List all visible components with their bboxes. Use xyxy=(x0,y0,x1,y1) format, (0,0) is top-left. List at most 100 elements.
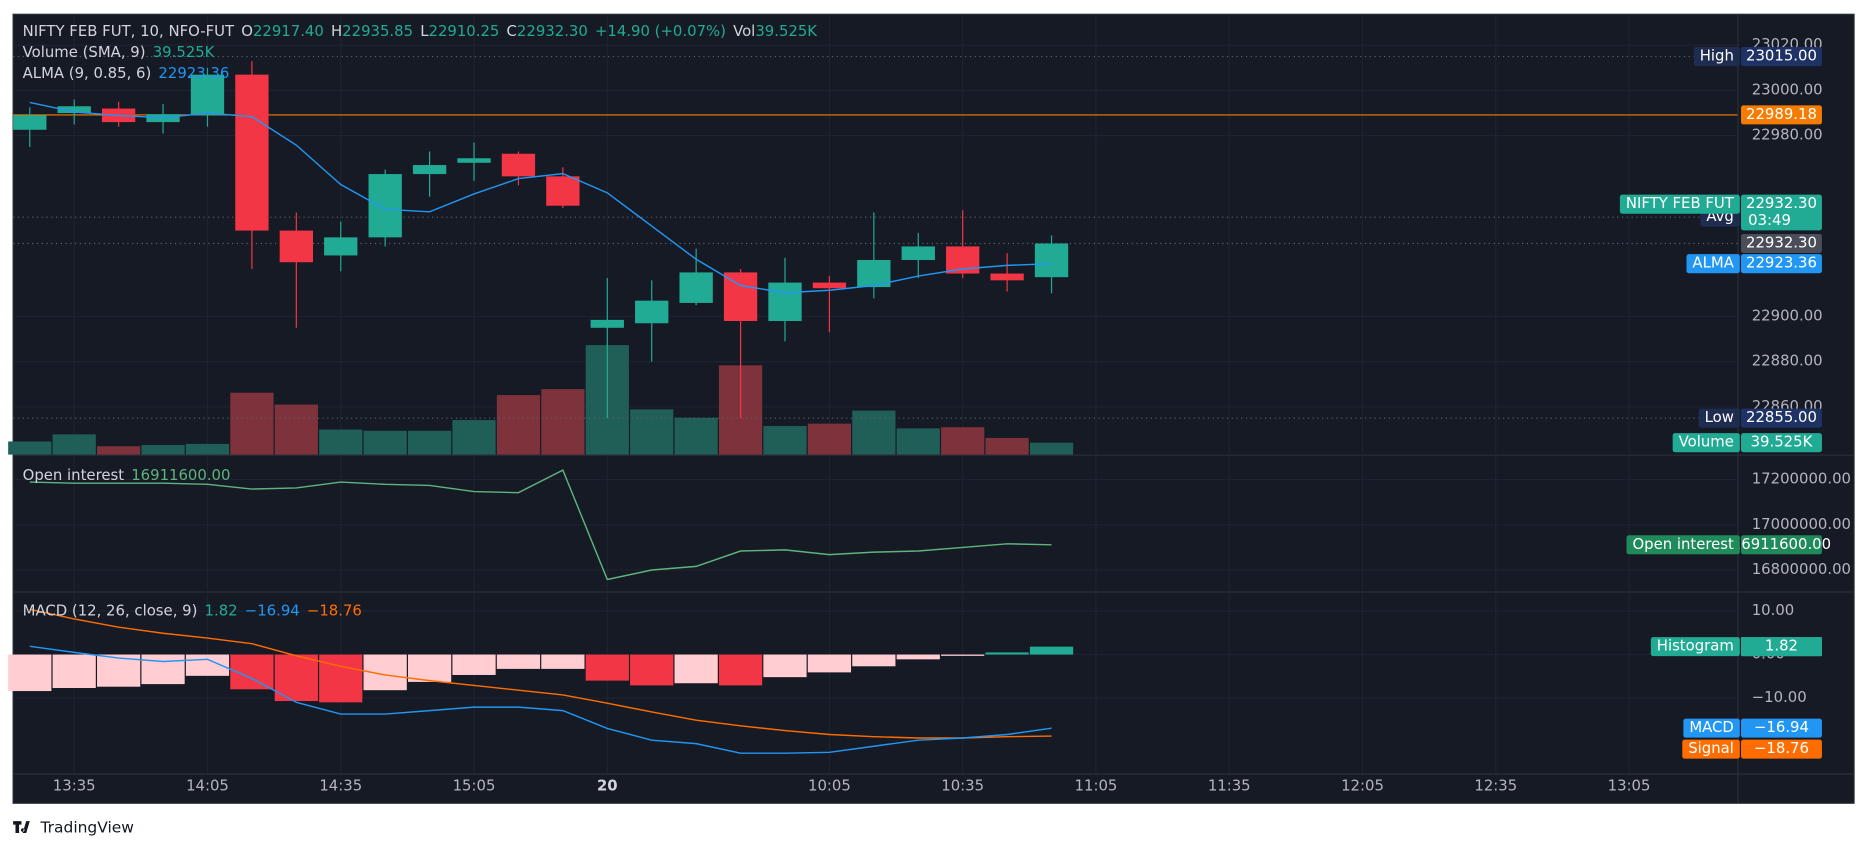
y-tick-label: −10.00 xyxy=(1752,688,1807,706)
histogram-bar xyxy=(807,654,852,673)
axis-label: 1.82 Histogram xyxy=(1650,637,1822,657)
candle-body xyxy=(412,165,447,175)
y-tick-label: 22980.00 xyxy=(1752,126,1823,144)
legend-key: C xyxy=(507,22,517,40)
candle-body xyxy=(768,282,802,322)
histogram-bar xyxy=(985,652,1029,655)
value-text: −16.94 xyxy=(1754,718,1809,736)
axis-label: 22989.18 xyxy=(1741,105,1822,125)
value-text: 22923.36 xyxy=(1746,254,1817,272)
value-text: −18.76 xyxy=(1754,739,1809,757)
value-box xyxy=(1741,105,1822,125)
volume-bar xyxy=(852,410,896,455)
name-text: Histogram xyxy=(1657,637,1734,655)
brand-name: TradingView xyxy=(39,819,133,837)
legend-value: 39.525K xyxy=(755,22,818,40)
candle-body xyxy=(590,319,624,328)
name-box xyxy=(1619,194,1740,214)
candle-body xyxy=(368,174,402,238)
legend-value: 22910.25 xyxy=(429,22,500,40)
legend-value: 22923.36 xyxy=(158,64,229,82)
y-tick-label: 10.00 xyxy=(1752,601,1795,619)
axis-label: 22855.00 Low xyxy=(1698,408,1822,428)
value-box xyxy=(1741,739,1822,759)
x-tick-label: 12:35 xyxy=(1474,777,1517,795)
x-tick-label: 11:35 xyxy=(1208,777,1251,795)
volume-bar xyxy=(496,395,541,455)
candle-body xyxy=(279,230,313,263)
axis-label: 22932.30 xyxy=(1741,233,1822,253)
x-tick-label: 11:05 xyxy=(1075,777,1118,795)
candle-body xyxy=(990,273,1024,281)
axis-label: 23015.00 High xyxy=(1693,47,1822,67)
volume-bar xyxy=(97,446,141,455)
legend-key: H xyxy=(331,22,342,40)
x-tick-label: 10:05 xyxy=(808,777,851,795)
x-tick-label: 13:05 xyxy=(1608,777,1651,795)
countdown-text: 03:49 xyxy=(1748,211,1791,229)
legend-value: 22917.40 xyxy=(253,22,324,40)
histogram-bar xyxy=(852,654,896,667)
volume-bar xyxy=(1029,442,1074,455)
y-tick-label: 22880.00 xyxy=(1752,352,1823,370)
candle-body xyxy=(679,272,713,303)
legend-value: +14.90 (+0.07%) xyxy=(595,22,726,40)
value-box xyxy=(1741,194,1822,231)
legend-row: MACD (12, 26, close, 9) 1.82 −16.94 −18.76 xyxy=(23,602,362,620)
tradingview-logo: TradingView xyxy=(13,819,134,837)
y-tick-label: 17000000.00 xyxy=(1752,515,1851,533)
volume-bar xyxy=(807,423,852,455)
name-text: High xyxy=(1700,47,1734,65)
histogram-bar xyxy=(319,654,363,703)
legend-row: Volume (SMA, 9) 39.525K xyxy=(23,43,216,61)
value-box xyxy=(1741,433,1822,453)
histogram-bar xyxy=(585,654,629,681)
x-tick-label: 12:05 xyxy=(1341,777,1384,795)
volume-bar xyxy=(141,445,185,455)
volume-bar xyxy=(363,430,407,455)
name-text: Low xyxy=(1705,408,1734,426)
value-box xyxy=(1741,254,1822,274)
candle-body xyxy=(812,282,847,289)
candle-body xyxy=(13,115,47,130)
histogram-bar xyxy=(674,654,718,684)
axis-label: 39.525K Volume xyxy=(1672,433,1822,453)
histogram-bar xyxy=(52,654,96,689)
volume-bar xyxy=(630,409,674,455)
value-text: 16911600.00 xyxy=(1732,535,1831,553)
candle-body xyxy=(1034,243,1069,278)
value-text: 22855.00 xyxy=(1746,408,1817,426)
histogram-bar xyxy=(274,654,318,702)
legend-title: Volume (SMA, 9) xyxy=(23,43,146,61)
volume-bar xyxy=(674,417,718,455)
legend-key: O xyxy=(241,22,253,40)
candle-body xyxy=(901,246,935,260)
axis-label: −18.76 Signal xyxy=(1682,739,1822,759)
histogram-bar xyxy=(407,654,452,682)
candle-body xyxy=(57,106,91,114)
x-tick-label: 13:35 xyxy=(53,777,96,795)
volume-bar xyxy=(185,443,230,455)
legend-key: Vol xyxy=(733,22,755,40)
histogram-bar xyxy=(452,654,496,675)
x-tick-label: 20 xyxy=(597,777,618,795)
legend-value: −18.76 xyxy=(307,602,362,620)
name-text: ALMA xyxy=(1692,254,1734,272)
x-tick-label: 15:05 xyxy=(453,777,496,795)
y-tick-label: 23000.00 xyxy=(1752,80,1823,98)
value-text: 22932.30 xyxy=(1746,194,1817,212)
value-box xyxy=(1741,637,1822,657)
histogram-bar xyxy=(8,654,52,692)
legend-title: NIFTY FEB FUT, 10, NFO-FUT xyxy=(23,22,235,40)
candle-body xyxy=(190,74,225,116)
name-box xyxy=(1698,408,1740,428)
volume-bar xyxy=(52,434,96,455)
legend-row: ALMA (9, 0.85, 6) 22923.36 xyxy=(23,64,230,82)
legend-row: Open interest 16911600.00 xyxy=(23,466,231,484)
value-text: 22932.30 xyxy=(1746,233,1817,251)
axis-label: −16.94 MACD xyxy=(1683,718,1822,738)
macd-line xyxy=(29,645,1052,754)
